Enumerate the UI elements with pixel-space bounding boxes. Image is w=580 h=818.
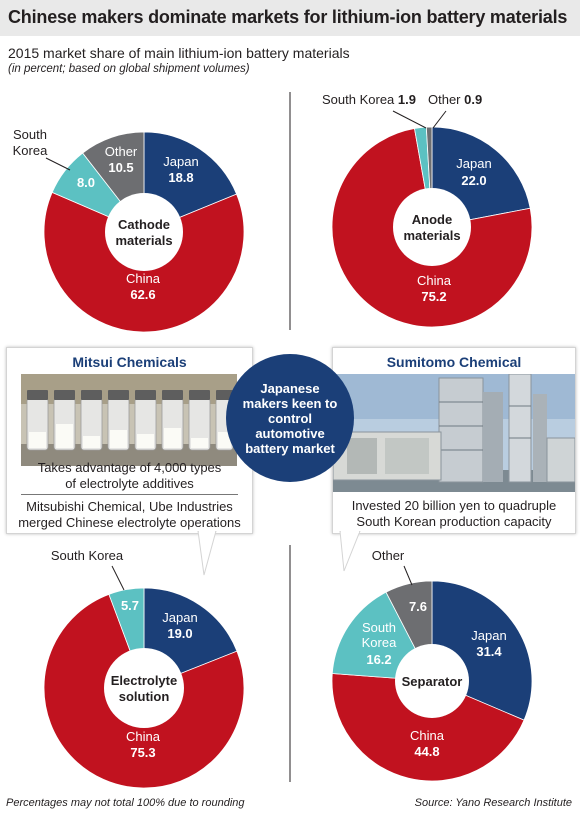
label-japan: Japan: [163, 154, 198, 169]
pie-title: materials: [403, 228, 460, 243]
label-south-korea: Korea: [13, 143, 48, 158]
center-callout-text: Japanese makers keen to control automoti…: [242, 380, 338, 456]
pie-title: Separator: [402, 674, 463, 689]
label-china: China: [417, 273, 452, 288]
pie-title: Anode: [412, 212, 452, 227]
pie-title: Electrolyte: [111, 673, 177, 688]
label-japan: Japan: [456, 156, 491, 171]
mitsui-pointer: [197, 531, 217, 576]
label-other: Other 0.9: [428, 92, 482, 107]
value-china: 44.8: [414, 744, 439, 759]
mitsui-caption-4: merged Chinese electrolyte operations: [18, 515, 241, 530]
page-title: Chinese makers dominate markets for lith…: [0, 0, 580, 36]
leader-line: [392, 110, 427, 129]
label-south-korea: South Korea: [51, 548, 124, 563]
pie-hub: [104, 648, 184, 728]
value-japan: 22.0: [461, 173, 486, 188]
value-other: 10.5: [108, 160, 133, 175]
mitsui-caption-3: Mitsubishi Chemical, Ube Industries: [26, 499, 233, 514]
sumitomo-caption-2: South Korean production capacity: [356, 514, 552, 529]
label-south-korea: South: [362, 620, 396, 635]
mitsui-panel: Mitsui Chemicals: [6, 347, 253, 534]
label-japan: Japan: [471, 628, 506, 643]
value-south-korea: 5.7: [121, 598, 139, 613]
leader-line: [111, 565, 125, 591]
mitsui-title: Mitsui Chemicals: [72, 354, 187, 370]
label-south-korea: South Korea 1.9: [322, 92, 416, 107]
pie-hub: [105, 193, 183, 271]
label-south-korea: South: [13, 127, 47, 142]
value-japan: 31.4: [476, 644, 502, 659]
value-south-korea: 16.2: [366, 652, 391, 667]
pie-hub: [393, 188, 471, 266]
leader-lines: [45, 110, 447, 591]
leader-line: [403, 565, 413, 586]
label-china: China: [126, 271, 161, 286]
value-china: 75.3: [130, 745, 155, 760]
label-other: Other: [105, 144, 138, 159]
value-china: 62.6: [130, 287, 155, 302]
value-south-korea: 8.0: [77, 175, 95, 190]
leader-line: [432, 110, 447, 129]
leader-line: [45, 157, 71, 171]
mitsui-divider: [21, 494, 238, 495]
sumitomo-caption-1: Invested 20 billion yen to quadruple: [351, 498, 557, 513]
sumitomo-panel: Sumitomo Chemical Invested 20 billion ye…: [332, 347, 576, 534]
value-japan: 18.8: [168, 170, 193, 185]
label-japan: Japan: [162, 610, 197, 625]
label-south-korea: Korea: [362, 635, 397, 650]
sumitomo-title: Sumitomo Chemical: [386, 354, 522, 370]
label-china: China: [126, 729, 161, 744]
source-note: Source: Yano Research Institute: [414, 797, 572, 809]
label-other: Other: [372, 548, 405, 563]
pie-title: materials: [115, 233, 172, 248]
mitsui-caption-2: of electrolyte additives: [65, 476, 194, 491]
value-other: 7.6: [409, 599, 427, 614]
value-japan: 19.0: [167, 626, 192, 641]
pie-hub: [395, 644, 469, 718]
sumitomo-photo: [333, 374, 575, 492]
pie-title: Cathode: [118, 217, 170, 232]
units-note: (in percent; based on global shipment vo…: [8, 63, 250, 75]
mitsui-caption-1: Takes advantage of 4,000 types: [37, 460, 222, 475]
sumitomo-pointer: [339, 531, 361, 572]
center-callout: Japanese makers keen to control automoti…: [226, 354, 354, 482]
pie-title: solution: [119, 689, 170, 704]
slice-china: [331, 673, 525, 782]
mitsui-photo: [21, 374, 237, 466]
label-china: China: [410, 728, 445, 743]
value-china: 75.2: [421, 289, 446, 304]
footnote: Percentages may not total 100% due to ro…: [6, 797, 245, 809]
chart-subtitle: 2015 market share of main lithium-ion ba…: [8, 45, 350, 61]
